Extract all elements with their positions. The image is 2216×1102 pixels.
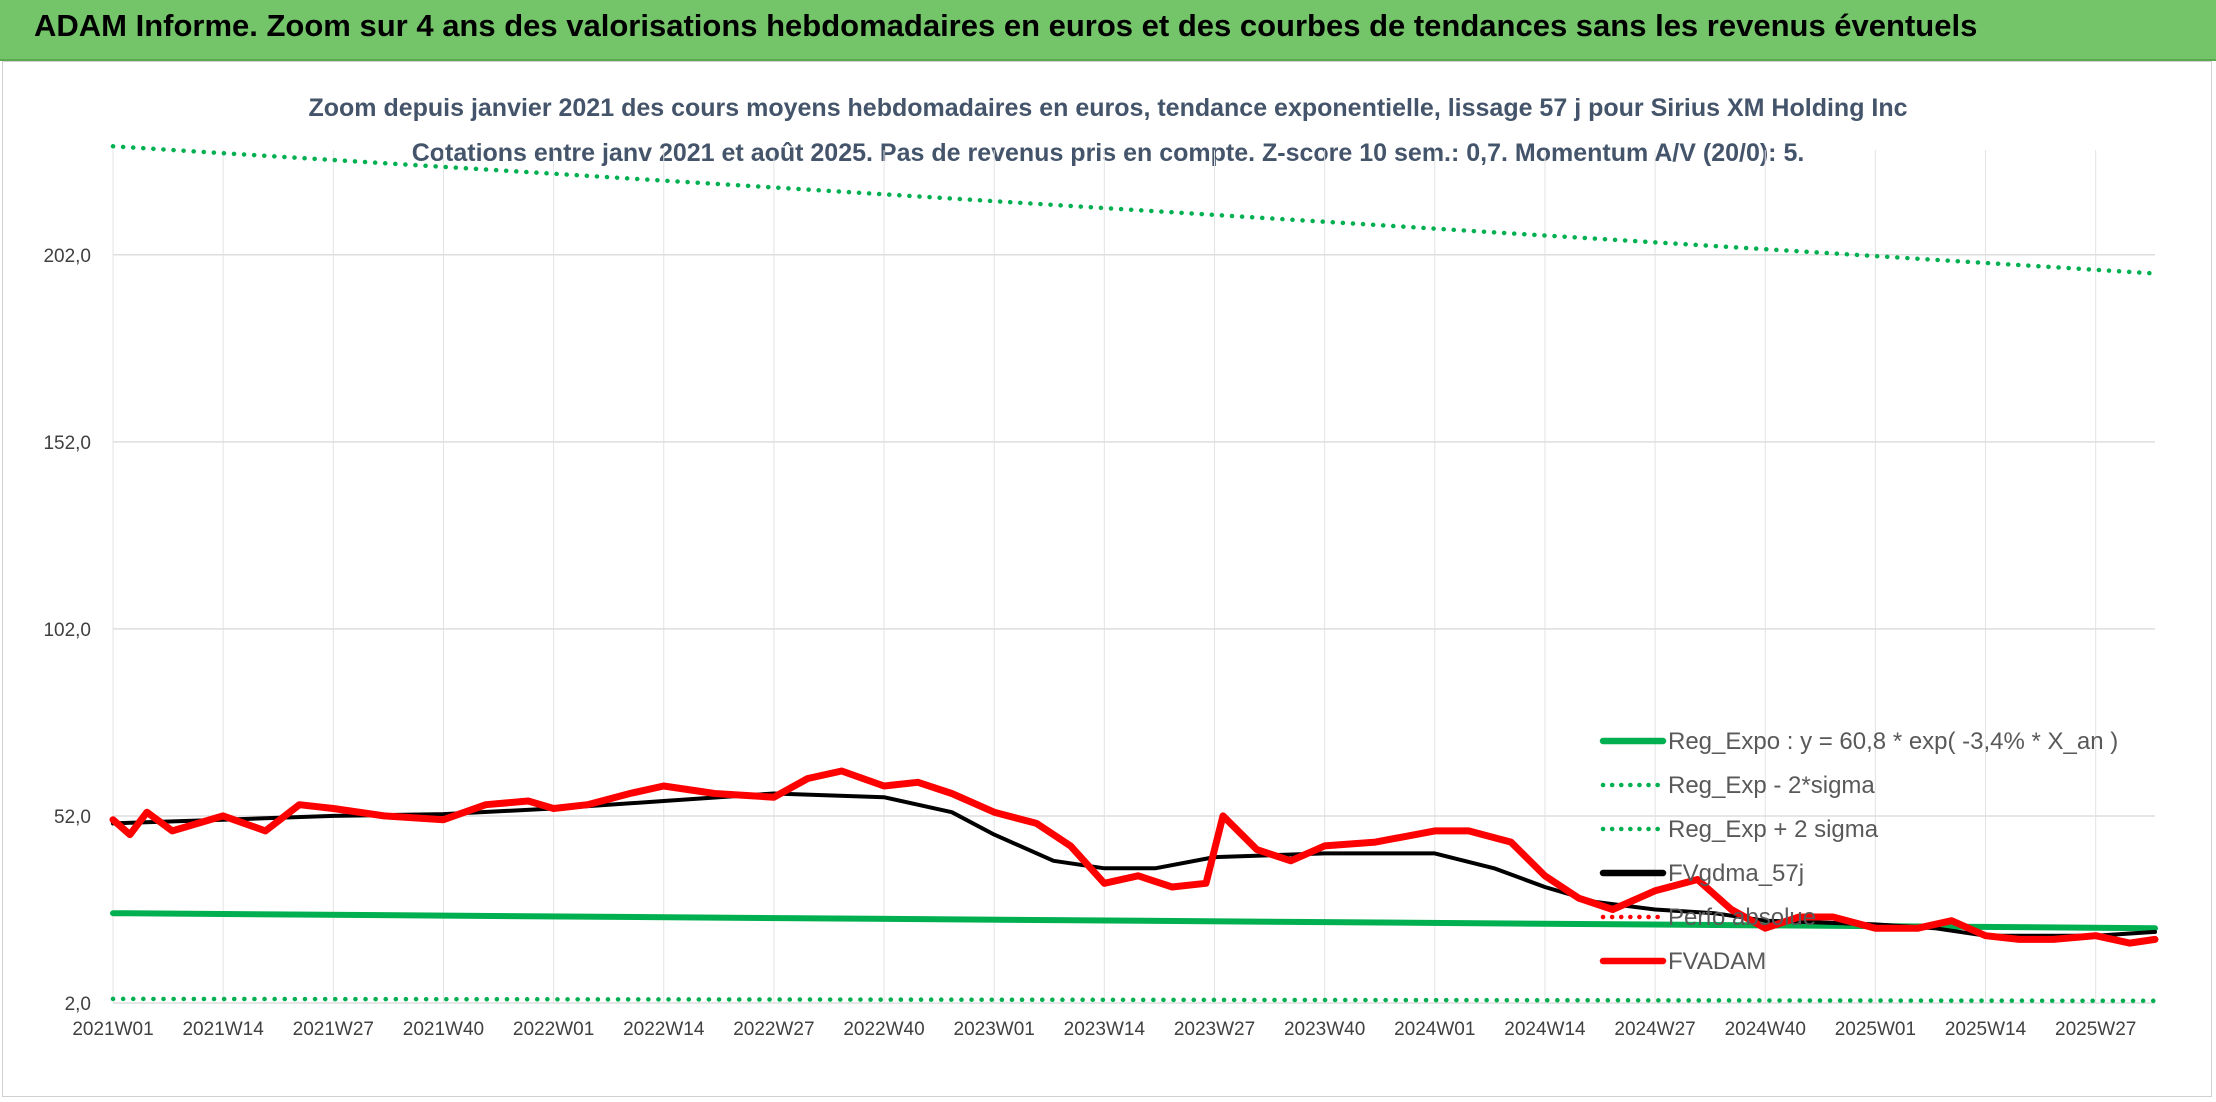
x-tick-label: 2025W01 (1835, 1019, 1916, 1040)
y-tick-label: 2,0 (65, 994, 91, 1015)
x-tick-label: 2023W27 (1174, 1019, 1255, 1040)
x-tick-label: 2024W27 (1614, 1019, 1695, 1040)
report-title: ADAM Informe. Zoom sur 4 ans des valoris… (34, 8, 1978, 43)
legend-label-5: FVADAM (1668, 948, 1766, 975)
legend: Reg_Expo : y = 60,8 * exp( -3,4% * X_an … (1599, 728, 2118, 975)
chart-frame (2, 61, 2212, 1097)
header-bar: ADAM Informe. Zoom sur 4 ans des valoris… (0, 0, 2216, 61)
series-line-0 (110, 910, 2158, 932)
x-tick-label: 2025W27 (2055, 1019, 2136, 1040)
chart-title: Zoom depuis janvier 2021 des cours moyen… (308, 94, 1907, 122)
x-tick-label: 2024W01 (1394, 1019, 1475, 1040)
x-tick-label: 2023W01 (954, 1019, 1035, 1040)
y-tick-label: 102,0 (43, 620, 91, 641)
x-tick-label: 2022W01 (513, 1019, 594, 1040)
legend-label-3: FVgdma_57j (1668, 860, 1804, 887)
x-tick-label: 2025W14 (1945, 1019, 2027, 1040)
series-line-1 (110, 996, 2158, 1004)
y-tick-label: 152,0 (43, 433, 91, 454)
grid (112, 150, 2155, 1004)
legend-label-4: Perfo absolue (1668, 904, 1816, 931)
legend-label-1: Reg_Exp - 2*sigma (1668, 772, 1875, 799)
x-tick-label: 2021W27 (293, 1019, 374, 1040)
series-line-2 (110, 144, 2158, 276)
y-tick-label: 202,0 (43, 246, 91, 267)
x-tick-label: 2023W14 (1064, 1019, 1146, 1040)
legend-label-2: Reg_Exp + 2 sigma (1668, 816, 1879, 843)
series-layer (109, 144, 2159, 1004)
x-tick-label: 2024W14 (1504, 1019, 1586, 1040)
x-tick-label: 2021W01 (72, 1019, 153, 1040)
x-axis-ticks: 2021W01 2021W14 2021W27 2021W40 2022W01 2022W… (72, 1019, 2136, 1040)
x-tick-label: 2022W14 (623, 1019, 705, 1040)
x-tick-label: 2021W14 (182, 1019, 264, 1040)
x-tick-label: 2022W40 (843, 1019, 924, 1040)
y-axis-ticks: 2,0 52,0 102,0 152,0 202,0 (43, 246, 91, 1015)
series-line-5 (109, 767, 2159, 947)
x-tick-label: 2021W40 (403, 1019, 484, 1040)
legend-label-0: Reg_Expo : y = 60,8 * exp( -3,4% * X_an … (1668, 728, 2118, 755)
chart-subtitle: Cotations entre janv 2021 et août 2025. … (412, 139, 1805, 167)
x-tick-label: 2023W40 (1284, 1019, 1365, 1040)
x-tick-label: 2022W27 (733, 1019, 814, 1040)
x-tick-label: 2024W40 (1725, 1019, 1806, 1040)
y-tick-label: 52,0 (54, 807, 91, 828)
